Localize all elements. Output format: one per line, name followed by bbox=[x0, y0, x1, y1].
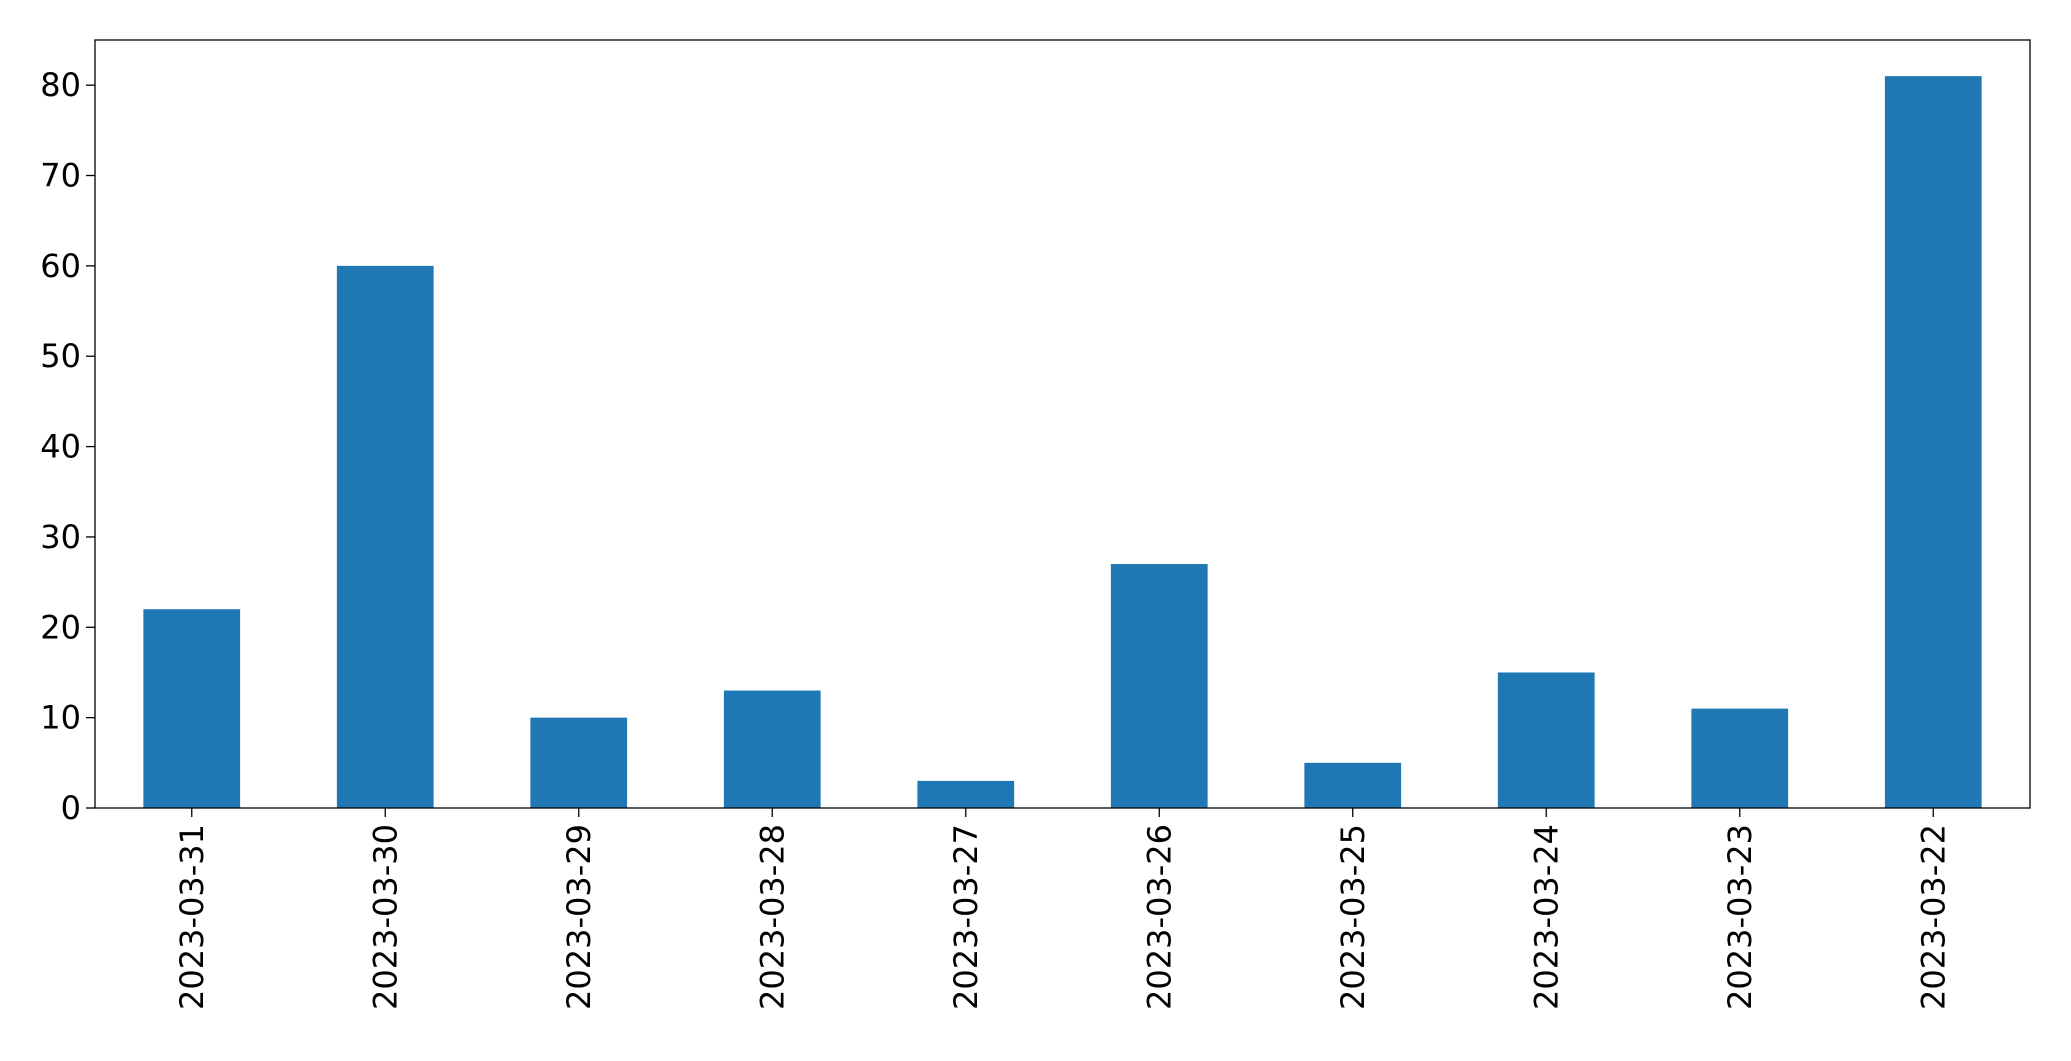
y-tick-label: 50 bbox=[40, 337, 81, 375]
bar bbox=[1497, 672, 1595, 808]
x-tick-label: 2023-03-29 bbox=[560, 824, 598, 1010]
bar bbox=[723, 690, 821, 808]
y-tick-label: 0 bbox=[61, 789, 81, 827]
x-tick-label: 2023-03-24 bbox=[1527, 824, 1565, 1010]
x-tick-label: 2023-03-27 bbox=[947, 824, 985, 1010]
bar bbox=[336, 265, 434, 809]
x-tick-label: 2023-03-28 bbox=[753, 824, 791, 1010]
bar bbox=[1691, 708, 1789, 808]
bar bbox=[530, 717, 628, 808]
plot-frame bbox=[94, 39, 2031, 809]
y-tick-label: 20 bbox=[40, 608, 81, 646]
y-tick-label: 70 bbox=[40, 157, 81, 195]
bar bbox=[1110, 564, 1208, 808]
y-tick-label: 10 bbox=[40, 699, 81, 737]
bar bbox=[917, 780, 1015, 808]
x-tick-label: 2023-03-26 bbox=[1140, 824, 1178, 1010]
y-tick-label: 80 bbox=[40, 66, 81, 104]
x-tick-label: 2023-03-30 bbox=[366, 824, 404, 1010]
x-tick-label: 2023-03-25 bbox=[1334, 824, 1372, 1010]
y-tick-label: 40 bbox=[40, 428, 81, 466]
y-tick-label: 60 bbox=[40, 247, 81, 285]
bar bbox=[1884, 76, 1982, 808]
bar bbox=[1304, 762, 1402, 808]
bar bbox=[143, 609, 241, 808]
x-tick-label: 2023-03-23 bbox=[1721, 824, 1759, 1010]
y-tick-label: 30 bbox=[40, 518, 81, 556]
x-tick-label: 2023-03-22 bbox=[1914, 824, 1952, 1010]
x-tick-label: 2023-03-31 bbox=[173, 824, 211, 1010]
